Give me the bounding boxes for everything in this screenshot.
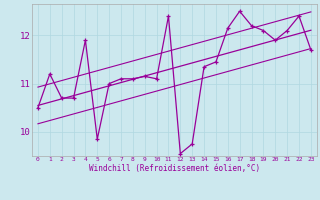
X-axis label: Windchill (Refroidissement éolien,°C): Windchill (Refroidissement éolien,°C) <box>89 164 260 173</box>
